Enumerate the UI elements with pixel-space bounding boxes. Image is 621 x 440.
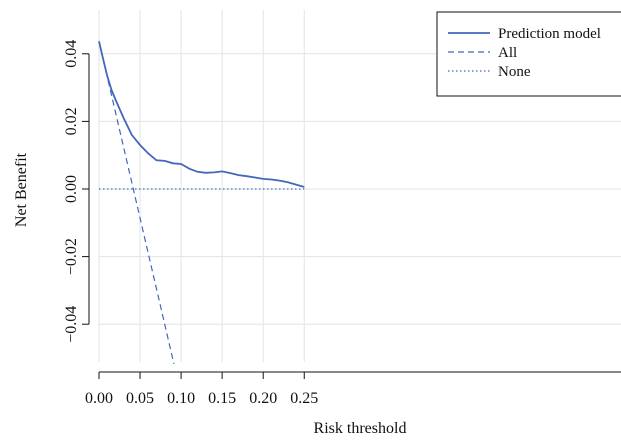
x-tick-label: 0.25 — [290, 390, 318, 407]
y-tick-label: 0.04 — [63, 40, 80, 68]
x-tick-label: 0.10 — [167, 390, 195, 407]
legend-box — [436, 11, 621, 97]
y-tick-label: 0.02 — [63, 107, 80, 135]
series-line-prediction-model — [98, 41, 305, 188]
series-line-all — [98, 41, 175, 364]
axes: 0.00 0.05 0.10 0.15 0.20 0.25 −0.04 −0.02 0.00 0.… — [63, 40, 621, 407]
x-tick-label: 0.05 — [126, 390, 154, 407]
x-tick-label: 0.20 — [249, 390, 277, 407]
x-axis-label: Risk threshold — [314, 420, 407, 437]
y-axis-label: Net Benefit — [13, 152, 30, 227]
y-tick-label: 0.00 — [63, 175, 80, 203]
x-tick-label: 0.15 — [208, 390, 236, 407]
grid — [98, 10, 621, 362]
legend-entry-label: None — [498, 64, 531, 80]
y-tick-label: −0.04 — [63, 306, 80, 343]
legend-entry-label: Prediction model — [498, 26, 601, 42]
series — [98, 41, 305, 364]
legend-entry-label: All — [498, 45, 517, 61]
legend: Prediction model All None — [436, 11, 621, 97]
x-tick-label: 0.00 — [85, 390, 113, 407]
y-tick-label: −0.02 — [63, 238, 80, 275]
axis-labels: Risk threshold Net Benefit — [13, 152, 406, 437]
